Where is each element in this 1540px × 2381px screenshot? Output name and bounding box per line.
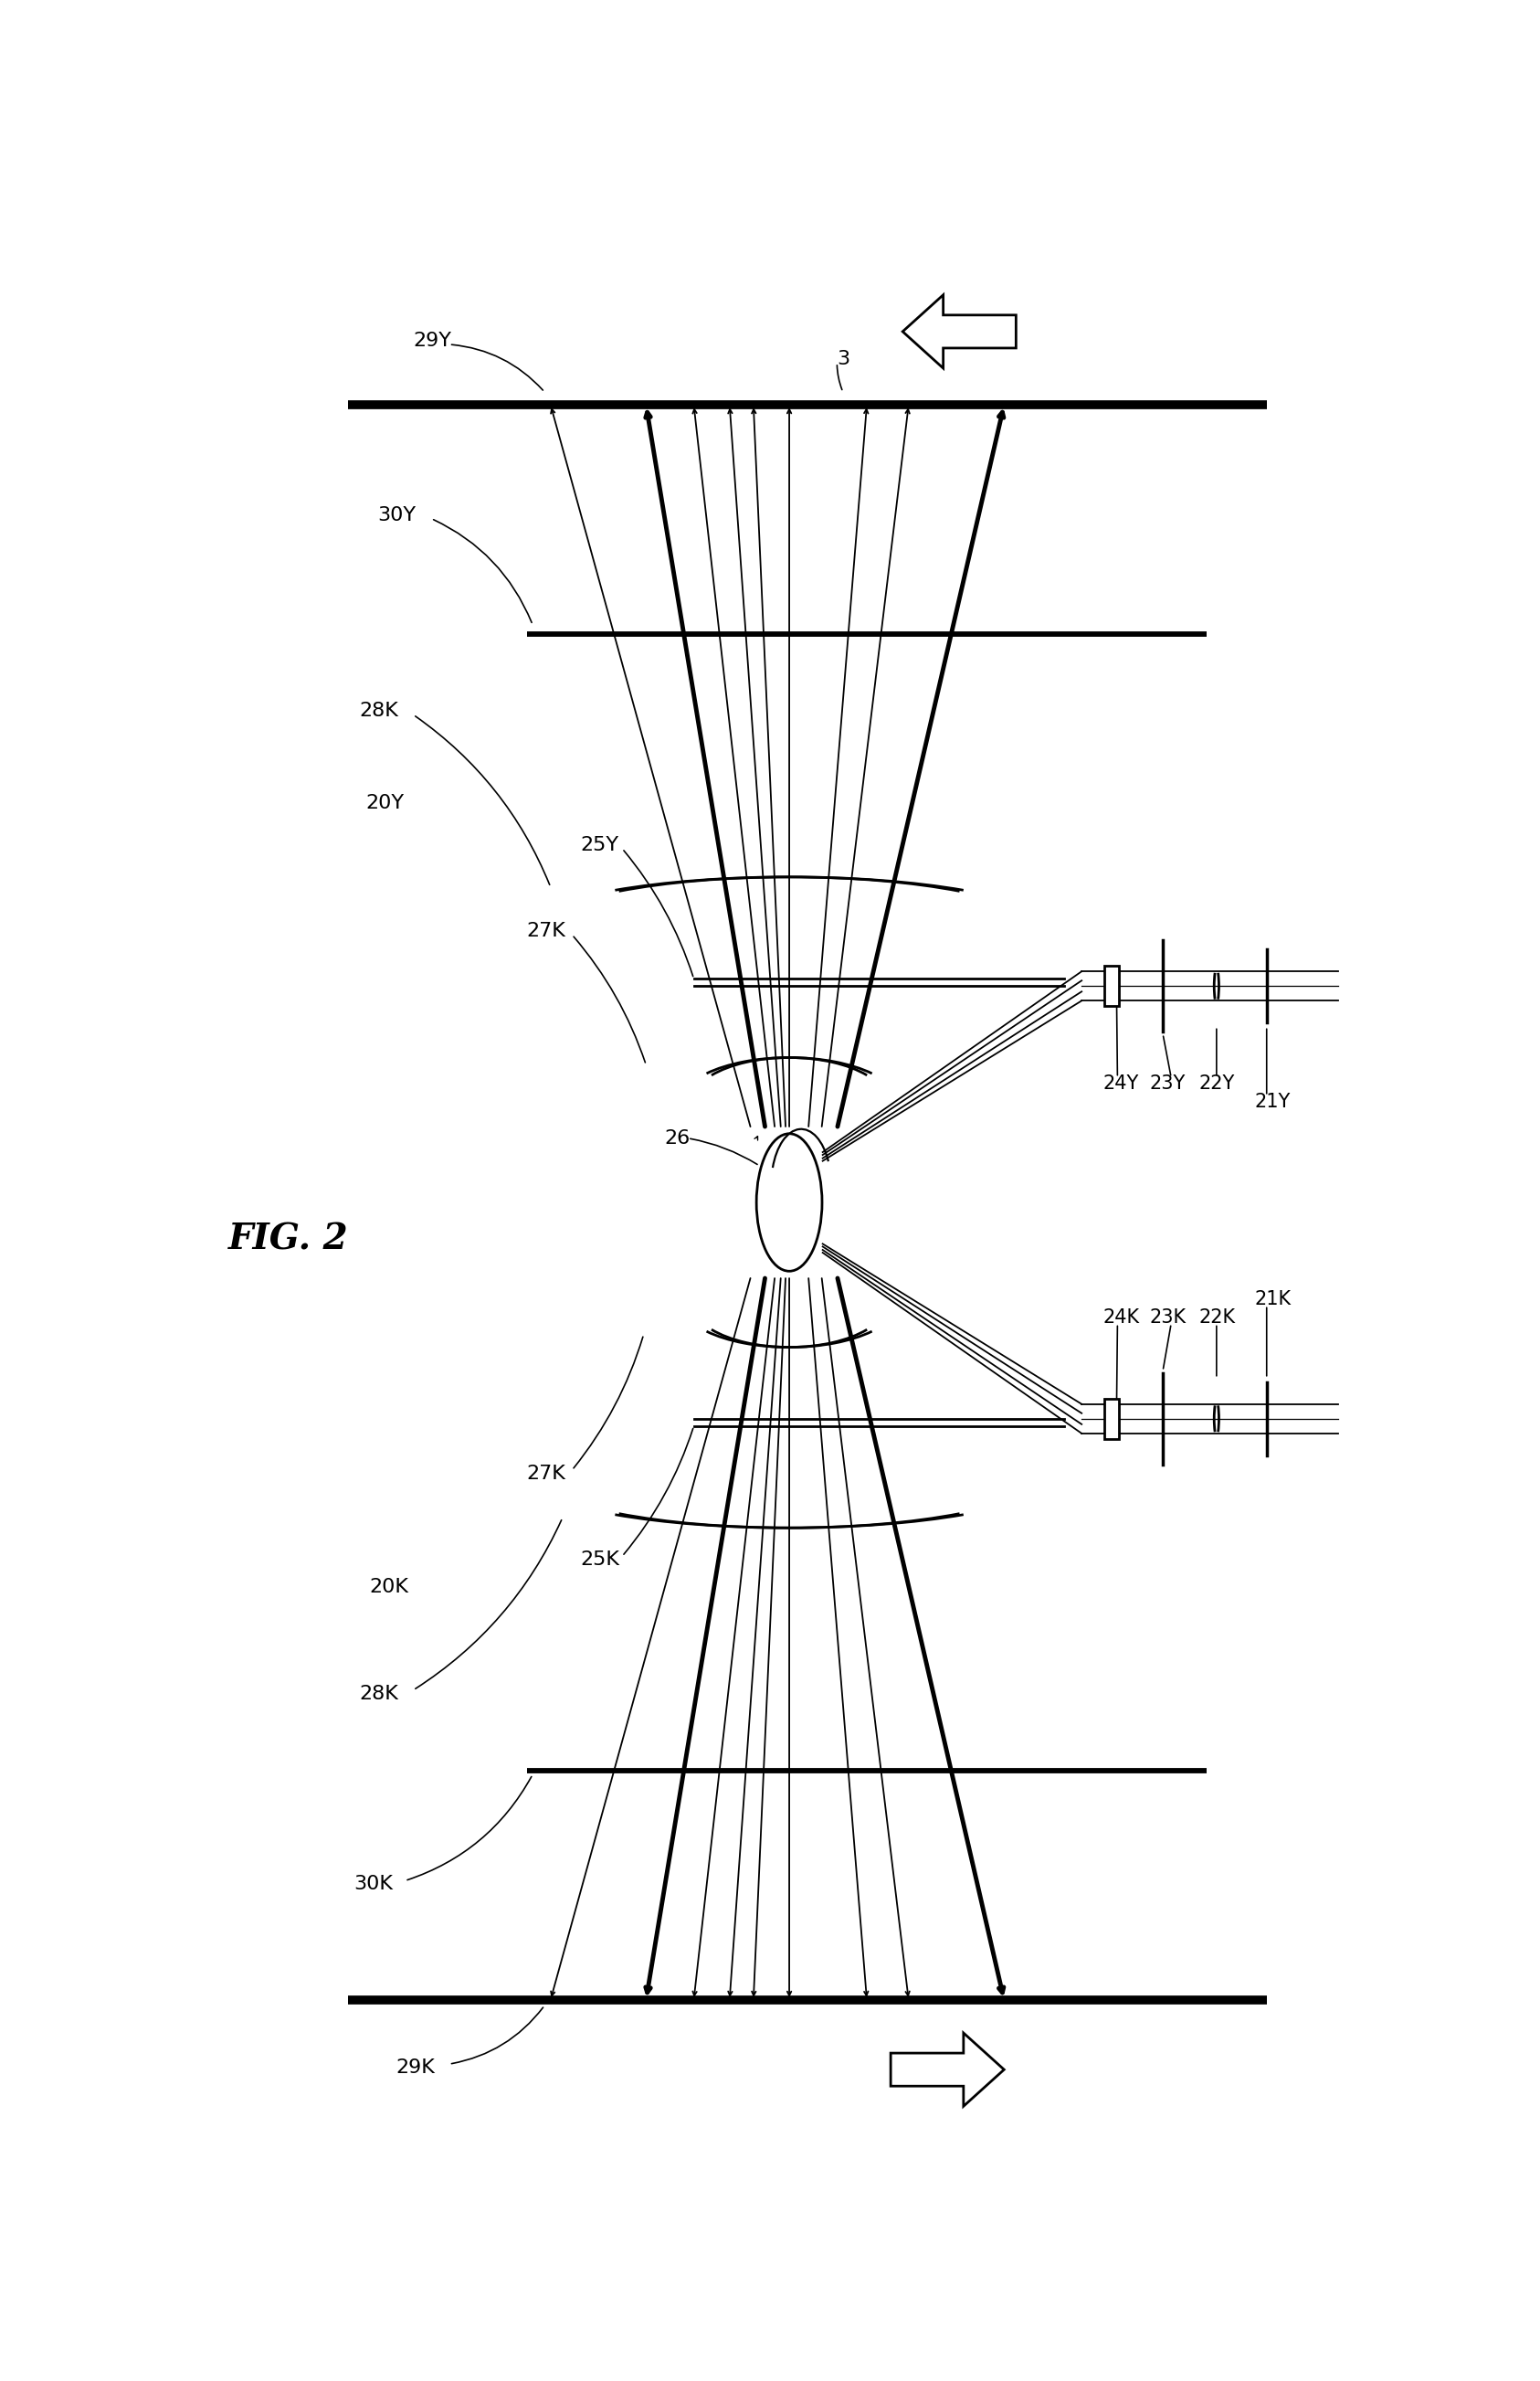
Text: 23Y: 23Y — [1150, 1074, 1186, 1093]
Text: 30Y: 30Y — [377, 505, 416, 524]
FancyArrowPatch shape — [574, 936, 645, 1062]
Text: 27K: 27K — [527, 1464, 565, 1483]
Text: 24Y: 24Y — [1103, 1074, 1140, 1093]
Text: 28K: 28K — [360, 702, 399, 719]
Text: FIG. 2: FIG. 2 — [228, 1221, 348, 1257]
Polygon shape — [890, 2033, 1004, 2107]
Text: 21K: 21K — [1255, 1291, 1292, 1310]
Ellipse shape — [756, 1133, 822, 1271]
Text: 22Y: 22Y — [1198, 1074, 1235, 1093]
FancyArrowPatch shape — [416, 1519, 562, 1688]
FancyArrowPatch shape — [573, 1336, 642, 1469]
Text: 26: 26 — [664, 1129, 690, 1148]
Text: 23K: 23K — [1150, 1310, 1186, 1326]
Text: 27K: 27K — [527, 921, 565, 940]
Text: 3: 3 — [838, 350, 850, 369]
FancyArrowPatch shape — [838, 364, 842, 390]
Bar — [1104, 967, 1118, 1007]
FancyArrowPatch shape — [451, 345, 544, 390]
Text: 24K: 24K — [1103, 1310, 1140, 1326]
FancyArrowPatch shape — [1163, 1326, 1170, 1369]
FancyArrowPatch shape — [1163, 1036, 1170, 1076]
Text: 20Y: 20Y — [365, 793, 403, 812]
Text: 28K: 28K — [360, 1686, 399, 1702]
FancyArrowPatch shape — [433, 519, 531, 621]
Text: 25Y: 25Y — [581, 836, 619, 855]
FancyArrowPatch shape — [451, 2007, 544, 2064]
Text: 30K: 30K — [354, 1876, 393, 1893]
Polygon shape — [902, 295, 1016, 369]
FancyArrowPatch shape — [408, 1776, 531, 1881]
FancyArrowPatch shape — [690, 1138, 758, 1164]
FancyArrowPatch shape — [624, 850, 693, 976]
Text: 21Y: 21Y — [1255, 1093, 1291, 1110]
Text: 29Y: 29Y — [413, 331, 451, 350]
Bar — [1104, 1398, 1118, 1438]
Text: 20K: 20K — [370, 1579, 408, 1598]
FancyArrowPatch shape — [624, 1429, 693, 1555]
Text: 25K: 25K — [581, 1550, 619, 1569]
Text: 29K: 29K — [396, 2060, 434, 2076]
Text: 22K: 22K — [1198, 1310, 1235, 1326]
FancyArrowPatch shape — [416, 717, 550, 886]
